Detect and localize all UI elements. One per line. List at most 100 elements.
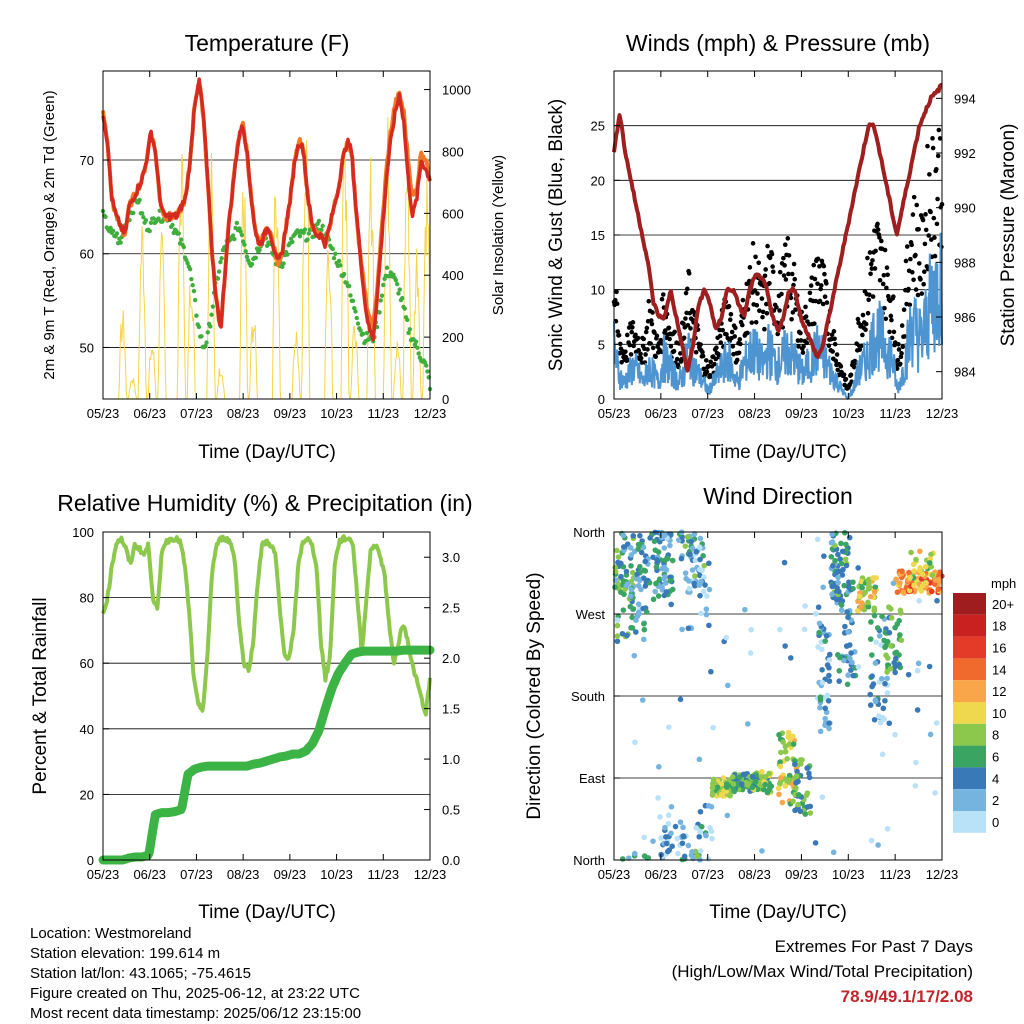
direction-point [696, 544, 703, 551]
temp2m-line [101, 77, 432, 342]
direction-point [820, 584, 826, 591]
humidity-panel: Relative Humidity (%) & Precipitation (i… [30, 490, 473, 923]
gust-point [681, 335, 687, 341]
direction-point [835, 652, 841, 658]
gust-point [904, 244, 910, 249]
direction-point [893, 655, 899, 662]
direction-point [635, 546, 641, 552]
x-tick-label: 09/23 [785, 867, 818, 882]
direction-point [762, 774, 769, 780]
direction-point [697, 848, 704, 854]
dewpoint-point [244, 254, 250, 259]
direction-point [845, 614, 851, 621]
gust-point [835, 367, 841, 373]
gust-point [932, 235, 937, 240]
direction-point [661, 564, 668, 571]
x-tick-label: 07/23 [180, 406, 213, 421]
direction-point [633, 629, 639, 635]
direction-point [635, 583, 642, 589]
direction-point [869, 673, 875, 679]
dewpoint-point [147, 228, 152, 234]
dewpoint-point [179, 237, 184, 242]
direction-point [832, 557, 838, 564]
direction-point [804, 765, 810, 771]
direction-point [932, 577, 939, 583]
gust-point [860, 312, 866, 318]
extremes-values: 78.9/49.1/17/2.08 [840, 987, 973, 1006]
direction-point [685, 842, 692, 849]
gust-point [693, 349, 699, 355]
gust-point [934, 167, 939, 172]
dewpoint-point [204, 340, 209, 345]
direction-point [870, 575, 876, 581]
direction-point [917, 565, 923, 571]
gust-point [686, 271, 692, 276]
gust-point [777, 269, 783, 275]
gust-point [782, 263, 787, 268]
x-tick-label: 09/23 [274, 406, 307, 421]
legend-swatch [953, 593, 986, 615]
direction-point [829, 591, 835, 598]
y-tick-label: 10 [591, 283, 605, 298]
direction-point [658, 529, 665, 536]
direction-point [665, 812, 672, 818]
direction-point [711, 780, 717, 786]
direction-point [833, 596, 840, 603]
direction-point [696, 756, 703, 763]
direction-point [882, 697, 888, 704]
gust-point [865, 310, 871, 316]
wind-line [613, 232, 943, 401]
direction-point [696, 566, 703, 573]
direction-point [776, 732, 782, 738]
direction-point [873, 639, 879, 645]
direction-point [913, 759, 919, 766]
direction-point [881, 637, 887, 644]
direction-point [679, 840, 686, 847]
direction-point [836, 678, 842, 684]
direction-point [714, 784, 721, 791]
gust-point [843, 376, 849, 382]
direction-point [729, 774, 736, 780]
legend-label: 18 [992, 619, 1006, 634]
dewpoint-point [185, 261, 190, 266]
y2-tick-label: 990 [954, 201, 976, 216]
gust-point [631, 343, 636, 349]
gust-point [922, 269, 927, 275]
gust-point [910, 212, 916, 217]
gust-point [889, 335, 895, 341]
direction-point [704, 593, 710, 599]
dewpoint-point [377, 310, 382, 315]
direction-point [865, 603, 872, 610]
direction-point [740, 771, 747, 778]
direction-point [802, 603, 808, 609]
dewpoint-point [131, 210, 136, 216]
direction-point [922, 563, 929, 570]
dewpoint-point [199, 334, 204, 339]
dewpoint-point [210, 304, 216, 309]
direction-point [929, 588, 935, 595]
gust-point [615, 329, 621, 334]
temp9m-series [101, 80, 432, 332]
gust-point [922, 241, 928, 247]
gust-point [756, 260, 762, 266]
direction-point [696, 833, 703, 840]
direction-point [675, 850, 681, 857]
gust-point [896, 342, 901, 347]
dewpoint-point [176, 231, 181, 236]
direction-point [888, 643, 894, 649]
gust-point [789, 271, 795, 277]
direction-point [828, 553, 835, 560]
figure-created: Figure created on Thu, 2025-06-12, at 23… [30, 985, 360, 1002]
direction-point [906, 569, 912, 576]
direction-point [689, 567, 696, 573]
direction-point [775, 785, 782, 792]
direction-point [916, 598, 923, 604]
gust-point [763, 267, 768, 272]
direction-point [640, 636, 647, 643]
direction-point [846, 584, 852, 590]
dewpoint-point [215, 276, 221, 281]
gust-point [720, 327, 726, 333]
gust-point [629, 329, 634, 335]
gust-point [681, 321, 686, 326]
gust-point [936, 127, 942, 133]
